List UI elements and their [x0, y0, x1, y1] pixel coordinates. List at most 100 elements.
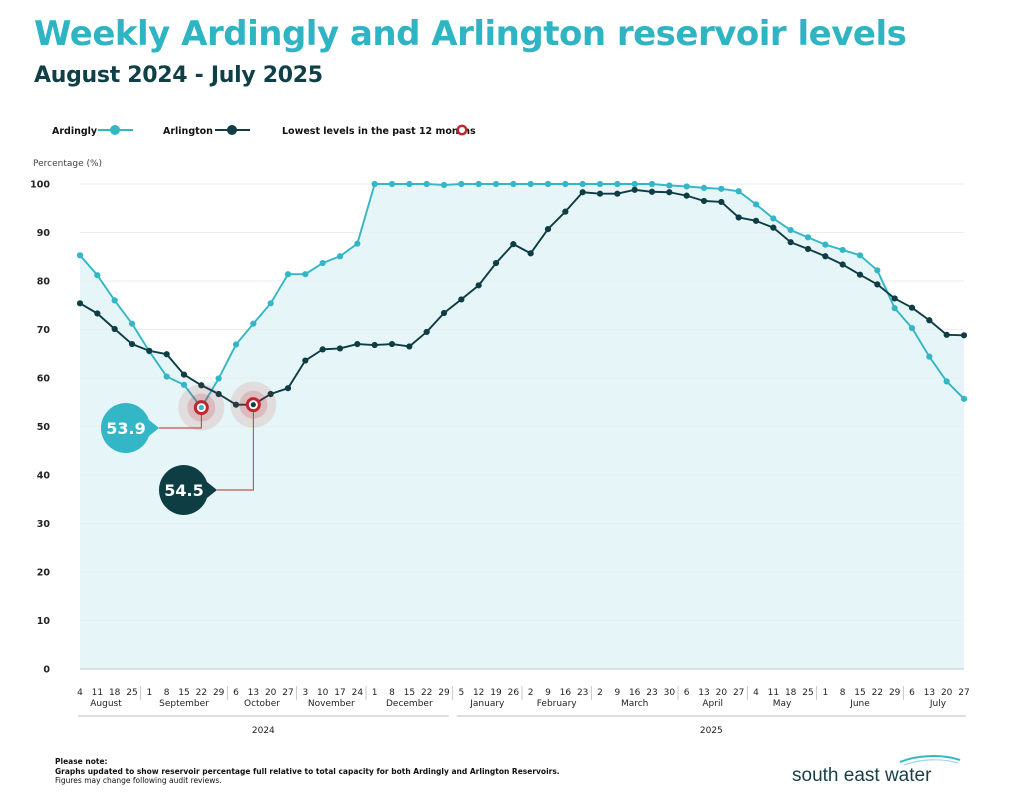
x-tick-label-30: 2 — [597, 688, 603, 698]
data-point-arlington-34 — [666, 189, 673, 196]
data-point-arlington-49 — [926, 317, 933, 324]
data-point-ardingly-38 — [735, 188, 742, 195]
data-point-ardingly-19 — [406, 180, 413, 188]
data-point-ardingly-6 — [180, 381, 188, 388]
x-tick-label-19: 15 — [404, 688, 415, 698]
note-line-2: Figures may change following audit revie… — [55, 776, 222, 785]
year-label-2024: 2024 — [252, 726, 275, 736]
x-tick-label-35: 6 — [684, 688, 690, 698]
data-point-ardingly-24 — [492, 180, 500, 188]
data-point-arlington-36 — [700, 197, 708, 205]
x-tick-label-15: 17 — [334, 688, 345, 698]
data-point-ardingly-44 — [839, 246, 846, 254]
x-tick-label-39: 4 — [753, 688, 759, 698]
data-point-ardingly-32 — [631, 180, 638, 188]
x-tick-label-5: 8 — [164, 688, 170, 698]
data-point-arlington-37 — [718, 198, 725, 206]
x-tick-label-16: 24 — [352, 688, 364, 698]
data-point-arlington-31 — [614, 190, 621, 197]
legend-marker-arlington — [227, 125, 237, 135]
data-point-ardingly-36 — [700, 184, 708, 191]
y-tick-label-90: 90 — [37, 228, 51, 239]
month-label-march: March — [621, 699, 648, 709]
x-tick-label-3: 25 — [126, 688, 137, 698]
data-point-arlington-16 — [354, 340, 361, 348]
data-point-ardingly-17 — [371, 180, 378, 188]
x-tick-label-50: 20 — [941, 688, 953, 698]
x-tick-label-34: 30 — [664, 688, 676, 698]
x-tick-label-18: 8 — [389, 688, 395, 698]
data-point-arlington-32 — [631, 186, 638, 193]
data-point-arlington-7 — [198, 382, 205, 389]
reservoir-level-chart: Ardingly Arlington Lowest levels in the … — [30, 124, 970, 736]
month-label-december: December — [386, 699, 433, 709]
data-point-arlington-8 — [215, 390, 222, 398]
data-point-ardingly-47 — [891, 305, 898, 312]
data-point-arlington-12 — [284, 385, 292, 392]
data-point-ardingly-35 — [683, 183, 690, 190]
year-label-2025: 2025 — [700, 726, 723, 736]
data-point-arlington-18 — [388, 340, 396, 348]
y-tick-label-20: 20 — [37, 568, 51, 579]
x-tick-label-14: 10 — [317, 688, 329, 698]
x-tick-label-31: 9 — [614, 688, 620, 698]
data-point-ardingly-41 — [787, 226, 794, 234]
x-tick-label-9: 6 — [233, 688, 239, 698]
data-point-ardingly-5 — [163, 373, 170, 380]
x-tick-label-49: 13 — [924, 688, 935, 698]
data-point-ardingly-20 — [423, 180, 430, 188]
data-point-arlington-47 — [891, 295, 898, 302]
data-point-arlington-2 — [111, 325, 118, 333]
x-tick-label-37: 20 — [716, 688, 728, 698]
chart-subtitle: August 2024 - July 2025 — [34, 63, 323, 88]
data-point-arlington-17 — [371, 341, 378, 349]
y-tick-label-30: 30 — [37, 519, 51, 530]
x-tick-label-0: 4 — [77, 688, 83, 698]
data-point-arlington-46 — [874, 281, 881, 288]
x-tick-label-32: 16 — [629, 688, 641, 698]
data-point-ardingly-43 — [822, 241, 829, 248]
data-point-ardingly-29 — [579, 180, 586, 188]
x-tick-label-13: 3 — [302, 688, 308, 698]
x-tick-label-41: 18 — [785, 688, 797, 698]
lowest-dot-ardingly — [198, 404, 204, 411]
y-axis-ticks: 0 10 20 30 40 50 60 70 80 90 100 — [30, 180, 50, 676]
data-point-ardingly-14 — [319, 259, 326, 267]
x-tick-label-6: 15 — [178, 688, 189, 698]
x-tick-label-46: 22 — [872, 688, 883, 698]
data-point-arlington-5 — [163, 351, 170, 358]
legend-marker-lowest — [456, 124, 468, 136]
data-point-ardingly-42 — [804, 234, 812, 241]
month-label-january: January — [469, 699, 505, 709]
x-tick-label-27: 9 — [545, 688, 551, 698]
y-tick-label-0: 0 — [43, 665, 50, 676]
x-tick-label-47: 29 — [889, 688, 901, 698]
data-point-ardingly-12 — [284, 271, 292, 278]
month-label-june: June — [849, 699, 870, 709]
month-label-september: September — [159, 699, 209, 709]
data-point-arlington-27 — [544, 226, 552, 233]
x-tick-label-42: 25 — [802, 688, 813, 698]
data-point-ardingly-45 — [856, 252, 864, 259]
data-point-arlington-26 — [527, 250, 534, 257]
data-point-ardingly-46 — [874, 267, 881, 274]
data-point-ardingly-23 — [475, 180, 482, 188]
data-point-arlington-25 — [510, 241, 517, 248]
callout-bubble-arlington — [159, 465, 217, 515]
data-point-arlington-48 — [908, 304, 916, 311]
y-tick-label-80: 80 — [37, 277, 51, 288]
data-point-arlington-24 — [492, 259, 500, 267]
data-point-ardingly-21 — [440, 181, 448, 189]
data-point-arlington-4 — [146, 347, 153, 354]
data-point-arlington-50 — [943, 331, 950, 338]
callout-bubble-ardingly — [101, 403, 159, 453]
month-label-july: July — [929, 699, 947, 709]
data-point-ardingly-9 — [232, 341, 240, 348]
data-point-arlington-19 — [406, 343, 413, 350]
data-point-ardingly-51 — [960, 395, 968, 402]
series-lines — [79, 183, 965, 409]
lowest-markers: 53.9 54.5 — [101, 381, 277, 515]
data-point-ardingly-2 — [111, 297, 118, 304]
data-point-ardingly-37 — [718, 185, 725, 192]
legend-label-lowest: Lowest levels in the past 12 months — [282, 126, 476, 137]
